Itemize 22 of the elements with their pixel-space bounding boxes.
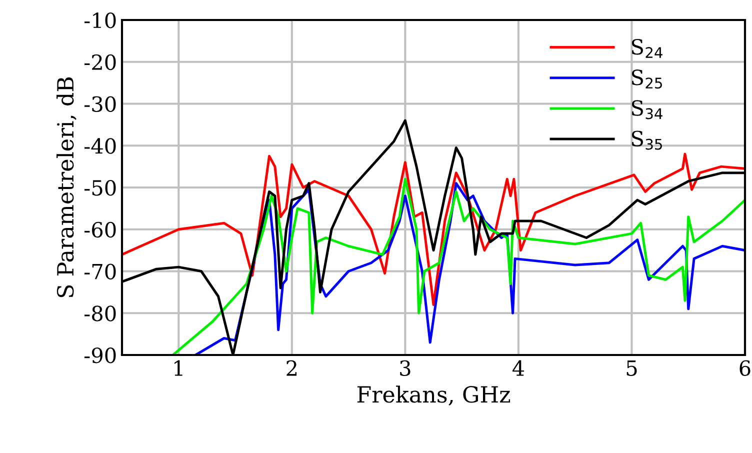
line-series: [122, 152, 745, 306]
y-tick-label: -40: [84, 138, 116, 154]
x-tick-label: 3: [400, 360, 410, 376]
y-axis-title: S Parametreleri, dB: [56, 77, 76, 298]
y-tick-label: -50: [84, 180, 116, 196]
x-tick-label: 2: [286, 360, 296, 376]
x-tick-label: 5: [626, 360, 637, 376]
x-tick-label: 1: [174, 360, 182, 376]
y-tick-label: -70: [84, 264, 116, 280]
y-tick-label: -30: [84, 96, 116, 112]
legend-label: S$_{25}$: [632, 70, 662, 89]
y-tick-label: -60: [84, 222, 116, 238]
legend-label: S$_{35}$: [632, 130, 662, 150]
legend-label: S$_{34}$: [632, 100, 662, 120]
legend-label: S$_{24}$: [632, 38, 662, 58]
y-tick-label: -80: [84, 306, 116, 322]
y-tick-label: -10: [84, 12, 116, 28]
x-tick-label: 4: [512, 360, 524, 376]
x-tick-label: 6: [740, 360, 750, 376]
y-tick-label: -20: [84, 54, 116, 70]
x-axis-title: Frekans, GHz: [357, 386, 510, 406]
y-tick-label: -90: [84, 347, 116, 364]
